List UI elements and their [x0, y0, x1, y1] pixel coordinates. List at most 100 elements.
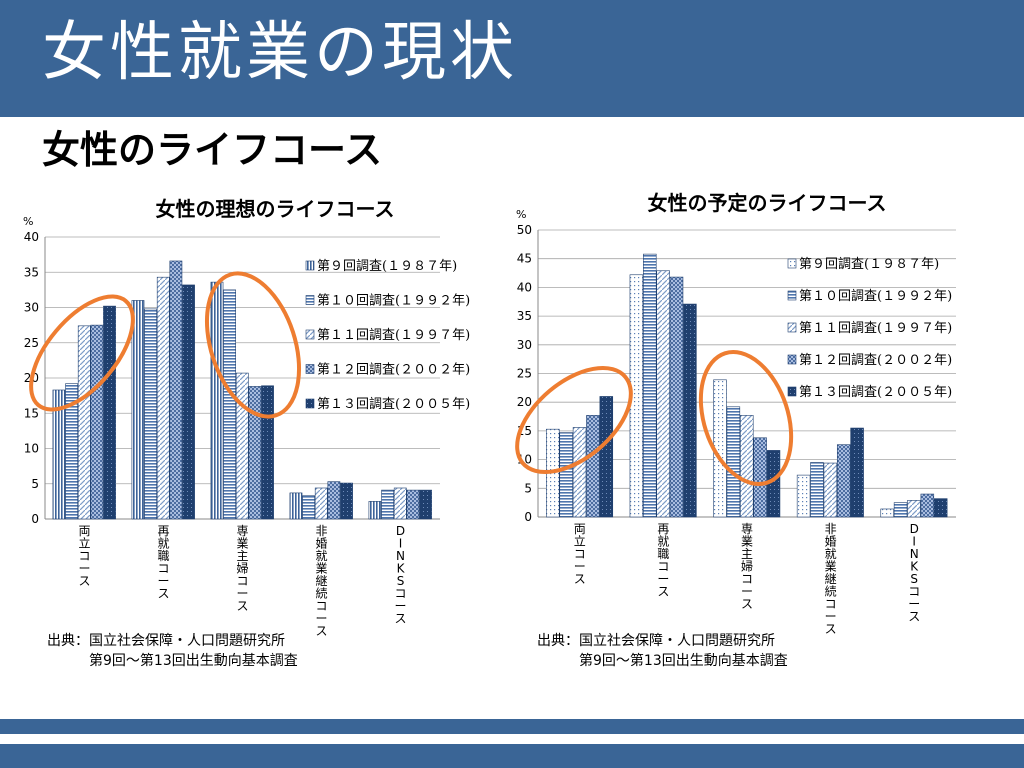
bar — [599, 396, 614, 518]
y-tick-label: 20 — [517, 395, 532, 409]
bar — [559, 432, 573, 518]
legend-label: 第９回調査(１９８７年) — [317, 259, 457, 274]
y-tick-label: 30 — [517, 338, 532, 352]
bar — [314, 487, 328, 520]
y-tick-label: 35 — [517, 309, 532, 323]
bar — [144, 308, 157, 520]
bar — [156, 276, 170, 520]
bar — [419, 489, 432, 520]
legend-swatch — [787, 322, 797, 333]
bar — [368, 501, 382, 520]
legend-label: 第１１回調査(１９９７年) — [799, 321, 952, 336]
bar — [210, 281, 224, 520]
source-note-right: 出典：国立社会保障・人口問題研究所 第9回～第13回出生動向基本調査 — [537, 631, 788, 671]
bar — [823, 462, 838, 518]
y-tick-label: 10 — [24, 442, 39, 456]
y-tick-label: 50 — [517, 223, 532, 237]
y-tick-label: 0 — [31, 512, 39, 526]
highlight-ellipse — [204, 271, 302, 419]
legend-swatch — [787, 258, 797, 269]
highlight-ellipse — [29, 294, 135, 412]
bar — [669, 276, 684, 518]
bar — [810, 462, 824, 518]
y-axis-unit: % — [516, 208, 526, 221]
y-tick-label: 5 — [524, 481, 532, 495]
bar — [77, 325, 91, 520]
y-tick-label: 0 — [524, 510, 532, 524]
y-tick-label: 5 — [31, 477, 39, 491]
bar — [836, 444, 851, 518]
y-tick-label: 45 — [517, 252, 532, 266]
bar — [381, 489, 394, 520]
legend-swatch — [305, 398, 315, 409]
bar — [65, 383, 78, 520]
legend-swatch — [787, 354, 797, 365]
legend-swatch — [305, 329, 315, 340]
footer-band-thin — [0, 719, 1024, 734]
y-tick-label: 35 — [24, 265, 39, 279]
x-category-label: 非婚就業継続コース — [315, 524, 327, 638]
x-category-label: 再就職コース — [157, 524, 169, 601]
legend-swatch — [787, 386, 797, 397]
x-category-label: 両立コース — [78, 524, 90, 588]
bar — [289, 492, 303, 520]
bar — [182, 284, 195, 520]
source-line-1: 出典：国立社会保障・人口問題研究所 — [47, 633, 285, 649]
legend-label: 第１２回調査(２００２年) — [317, 363, 470, 378]
legend-label: 第１０回調査(１９９２年) — [799, 289, 952, 304]
legend-label: 第１１回調査(１９９７年) — [317, 328, 470, 343]
bar — [586, 415, 600, 518]
y-tick-label: 40 — [517, 280, 532, 294]
legend-label: 第９回調査(１９８７年) — [799, 257, 939, 272]
legend-swatch — [305, 260, 315, 271]
bar — [850, 427, 864, 518]
slide-title: 女性就業の現状 — [42, 16, 518, 90]
y-tick-label: 15 — [24, 406, 39, 420]
y-tick-label: 25 — [24, 336, 39, 350]
x-category-label: D I N K S コース — [394, 524, 406, 626]
x-category-label: 再就職コース — [657, 522, 669, 599]
chart-title: 女性の理想のライフコース — [156, 197, 395, 221]
bar — [406, 489, 420, 520]
bar — [90, 324, 104, 520]
bar — [683, 303, 697, 518]
footer-band-bottom — [0, 744, 1024, 768]
x-category-label: D I N K S コース — [908, 522, 920, 624]
bar — [52, 389, 66, 520]
legend-label: 第１２回調査(２００２年) — [799, 353, 952, 368]
y-tick-label: 25 — [517, 367, 532, 381]
bar — [907, 500, 921, 518]
slide-subtitle: 女性のライフコース — [42, 128, 383, 172]
bar — [169, 260, 183, 520]
bar — [302, 495, 315, 520]
legend-swatch — [305, 364, 315, 374]
bar — [656, 270, 670, 518]
ideal-life-course-chart: 女性の理想のライフコース%0510152025303540両立コース再就職コース… — [23, 197, 470, 638]
x-category-label: 両立コース — [574, 522, 586, 586]
bar — [726, 406, 741, 518]
source-note-left: 出典：国立社会保障・人口問題研究所 第9回～第13回出生動向基本調査 — [47, 631, 298, 671]
legend-label: 第１０回調査(１９９２年) — [317, 294, 470, 309]
bar — [796, 474, 811, 518]
legend-label: 第１３回調査(２００５年) — [799, 385, 952, 400]
bar — [327, 481, 341, 520]
bar — [920, 493, 935, 518]
x-category-label: 非婚就業継続コース — [825, 522, 837, 636]
x-category-label: 専業主婦コース — [236, 524, 248, 613]
bar — [131, 300, 145, 520]
highlight-ellipse — [698, 350, 794, 486]
bar — [893, 502, 908, 518]
chart-title: 女性の予定のライフコース — [648, 191, 887, 215]
source-line-2: 第9回～第13回出生動向基本調査 — [89, 653, 298, 669]
bar — [223, 289, 236, 520]
y-tick-label: 30 — [24, 301, 39, 315]
bar — [248, 386, 262, 520]
planned-life-course-chart: 女性の予定のライフコース%05101520253035404550両立コース再就… — [515, 191, 956, 636]
bar — [933, 498, 948, 518]
bar — [643, 253, 657, 518]
bar — [753, 437, 767, 518]
bar — [103, 305, 116, 520]
y-axis-unit: % — [23, 215, 33, 228]
bar — [340, 482, 353, 520]
legend-swatch — [305, 295, 315, 305]
